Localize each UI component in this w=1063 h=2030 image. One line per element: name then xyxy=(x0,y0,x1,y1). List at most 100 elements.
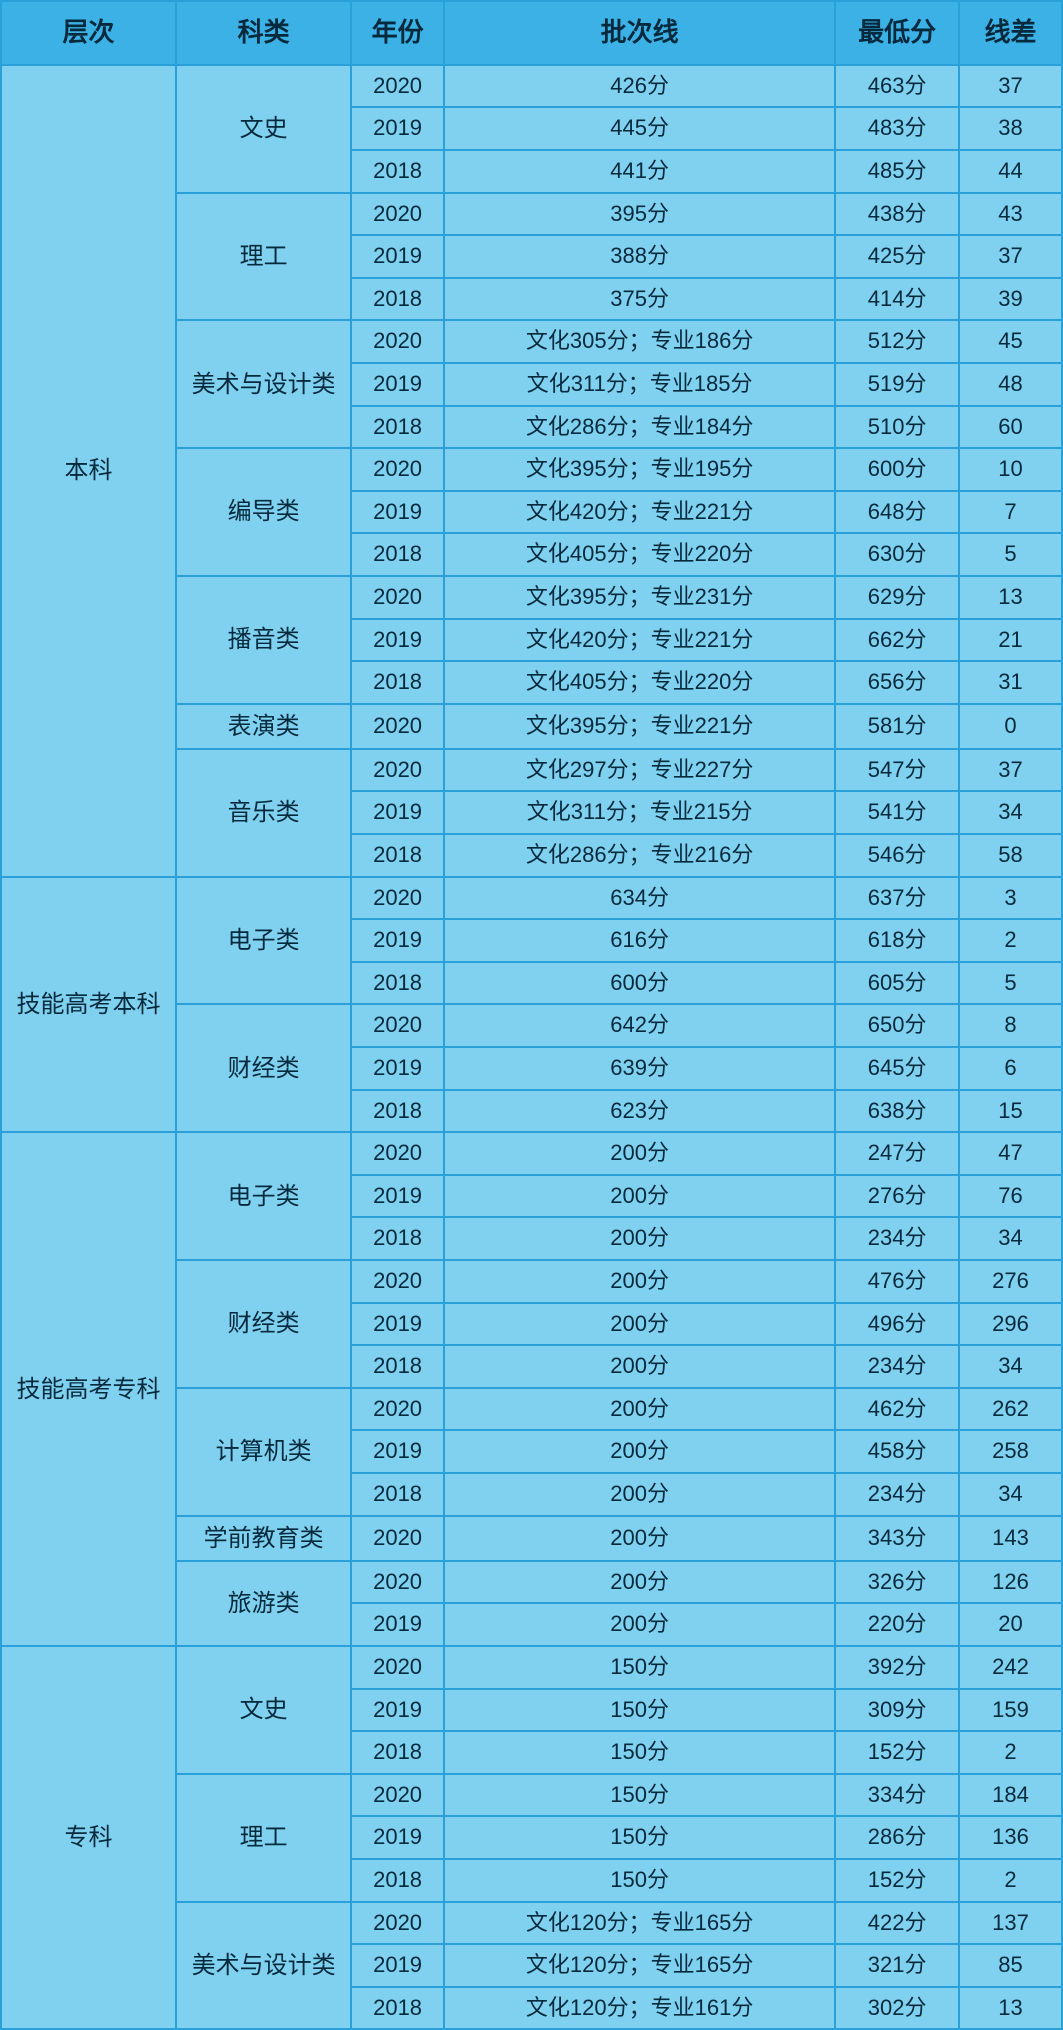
min-cell: 321分 xyxy=(835,1944,959,1987)
batch-cell: 200分 xyxy=(444,1516,835,1561)
diff-cell: 45 xyxy=(959,320,1062,363)
diff-cell: 8 xyxy=(959,1004,1062,1047)
year-cell: 2018 xyxy=(351,1731,444,1774)
diff-cell: 126 xyxy=(959,1561,1062,1604)
diff-cell: 76 xyxy=(959,1175,1062,1218)
year-cell: 2018 xyxy=(351,1217,444,1260)
year-cell: 2019 xyxy=(351,1603,444,1646)
category-cell: 文史 xyxy=(176,65,351,193)
year-cell: 2020 xyxy=(351,320,444,363)
min-cell: 648分 xyxy=(835,491,959,534)
category-cell: 电子类 xyxy=(176,877,351,1005)
year-cell: 2019 xyxy=(351,1047,444,1090)
diff-cell: 5 xyxy=(959,962,1062,1005)
batch-cell: 文化120分；专业165分 xyxy=(444,1944,835,1987)
diff-cell: 15 xyxy=(959,1090,1062,1133)
diff-cell: 60 xyxy=(959,406,1062,449)
category-cell: 旅游类 xyxy=(176,1561,351,1646)
year-cell: 2020 xyxy=(351,1516,444,1561)
category-cell: 电子类 xyxy=(176,1132,351,1260)
batch-cell: 文化395分；专业221分 xyxy=(444,704,835,749)
min-cell: 458分 xyxy=(835,1430,959,1473)
year-cell: 2018 xyxy=(351,1859,444,1902)
batch-cell: 200分 xyxy=(444,1345,835,1388)
batch-cell: 445分 xyxy=(444,107,835,150)
min-cell: 302分 xyxy=(835,1987,959,2030)
batch-cell: 375分 xyxy=(444,278,835,321)
batch-cell: 文化405分；专业220分 xyxy=(444,533,835,576)
batch-cell: 395分 xyxy=(444,193,835,236)
category-cell: 学前教育类 xyxy=(176,1516,351,1561)
min-cell: 220分 xyxy=(835,1603,959,1646)
min-cell: 422分 xyxy=(835,1902,959,1945)
diff-cell: 44 xyxy=(959,150,1062,193)
batch-cell: 文化311分；专业215分 xyxy=(444,791,835,834)
batch-cell: 文化311分；专业185分 xyxy=(444,363,835,406)
diff-cell: 34 xyxy=(959,1345,1062,1388)
table-row: 技能高考本科电子类2020634分637分3 xyxy=(1,877,1062,920)
diff-cell: 2 xyxy=(959,1731,1062,1774)
diff-cell: 37 xyxy=(959,65,1062,108)
diff-cell: 20 xyxy=(959,1603,1062,1646)
year-cell: 2019 xyxy=(351,791,444,834)
min-cell: 438分 xyxy=(835,193,959,236)
year-cell: 2018 xyxy=(351,661,444,704)
min-cell: 276分 xyxy=(835,1175,959,1218)
min-cell: 152分 xyxy=(835,1731,959,1774)
year-cell: 2020 xyxy=(351,65,444,108)
year-cell: 2020 xyxy=(351,448,444,491)
min-cell: 645分 xyxy=(835,1047,959,1090)
diff-cell: 10 xyxy=(959,448,1062,491)
diff-cell: 21 xyxy=(959,619,1062,662)
batch-cell: 文化420分；专业221分 xyxy=(444,491,835,534)
batch-cell: 文化395分；专业195分 xyxy=(444,448,835,491)
year-cell: 2020 xyxy=(351,1646,444,1689)
batch-cell: 200分 xyxy=(444,1388,835,1431)
batch-cell: 150分 xyxy=(444,1774,835,1817)
batch-cell: 623分 xyxy=(444,1090,835,1133)
min-cell: 414分 xyxy=(835,278,959,321)
batch-cell: 616分 xyxy=(444,919,835,962)
min-cell: 392分 xyxy=(835,1646,959,1689)
batch-cell: 200分 xyxy=(444,1561,835,1604)
min-cell: 546分 xyxy=(835,834,959,877)
year-cell: 2020 xyxy=(351,1004,444,1047)
year-cell: 2018 xyxy=(351,406,444,449)
year-cell: 2019 xyxy=(351,235,444,278)
batch-cell: 150分 xyxy=(444,1689,835,1732)
year-cell: 2019 xyxy=(351,1175,444,1218)
year-cell: 2020 xyxy=(351,193,444,236)
min-cell: 656分 xyxy=(835,661,959,704)
diff-cell: 3 xyxy=(959,877,1062,920)
batch-cell: 文化420分；专业221分 xyxy=(444,619,835,662)
batch-cell: 150分 xyxy=(444,1731,835,1774)
year-cell: 2018 xyxy=(351,150,444,193)
min-cell: 581分 xyxy=(835,704,959,749)
min-cell: 425分 xyxy=(835,235,959,278)
min-cell: 600分 xyxy=(835,448,959,491)
year-cell: 2018 xyxy=(351,962,444,1005)
header-year: 年份 xyxy=(351,1,444,65)
year-cell: 2018 xyxy=(351,834,444,877)
batch-cell: 200分 xyxy=(444,1175,835,1218)
diff-cell: 0 xyxy=(959,704,1062,749)
diff-cell: 143 xyxy=(959,1516,1062,1561)
year-cell: 2019 xyxy=(351,1303,444,1346)
min-cell: 485分 xyxy=(835,150,959,193)
batch-cell: 文化120分；专业165分 xyxy=(444,1902,835,1945)
table-row: 技能高考专科电子类2020200分247分47 xyxy=(1,1132,1062,1175)
min-cell: 483分 xyxy=(835,107,959,150)
diff-cell: 48 xyxy=(959,363,1062,406)
batch-cell: 文化305分；专业186分 xyxy=(444,320,835,363)
header-level: 层次 xyxy=(1,1,176,65)
batch-cell: 426分 xyxy=(444,65,835,108)
min-cell: 334分 xyxy=(835,1774,959,1817)
min-cell: 605分 xyxy=(835,962,959,1005)
diff-cell: 262 xyxy=(959,1388,1062,1431)
diff-cell: 6 xyxy=(959,1047,1062,1090)
diff-cell: 5 xyxy=(959,533,1062,576)
diff-cell: 58 xyxy=(959,834,1062,877)
min-cell: 519分 xyxy=(835,363,959,406)
year-cell: 2018 xyxy=(351,1090,444,1133)
min-cell: 512分 xyxy=(835,320,959,363)
